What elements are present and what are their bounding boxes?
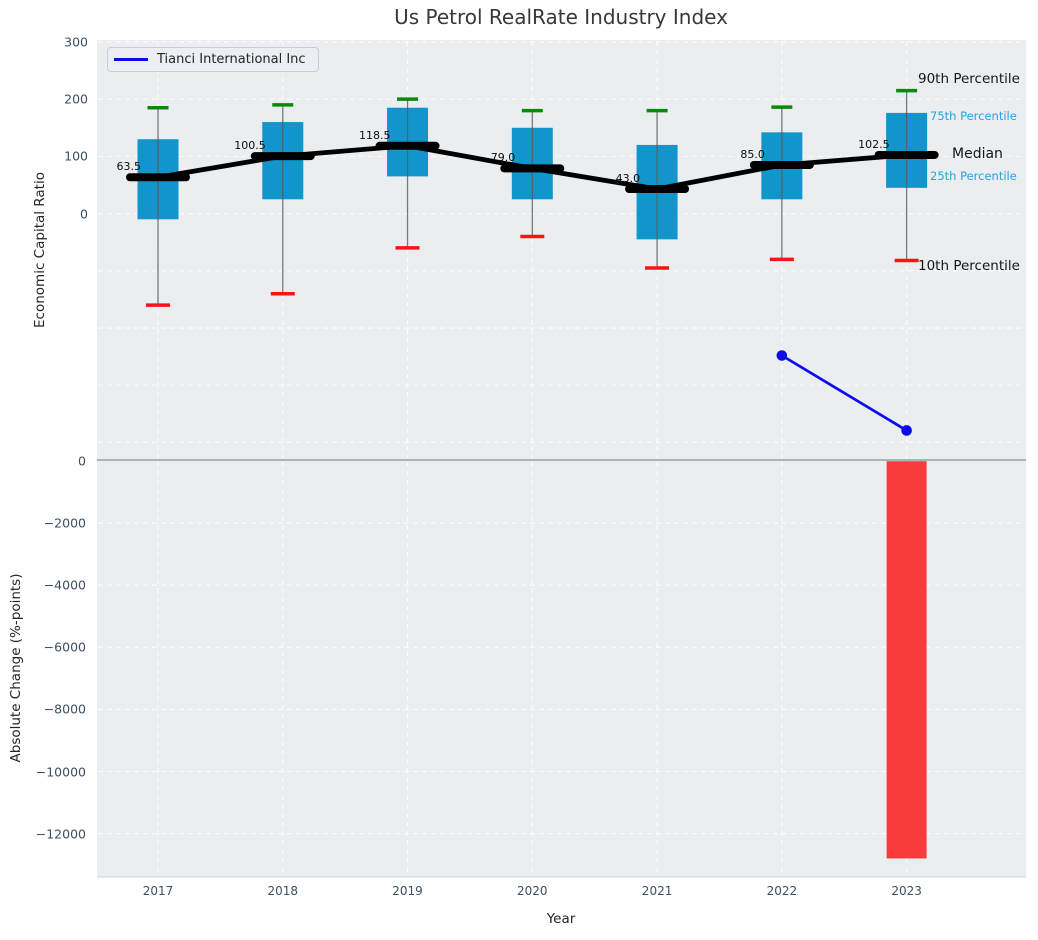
annotation-75th-percentile: 75th Percentile xyxy=(930,109,1017,123)
legend: Tianci International Inc xyxy=(107,47,319,72)
median-value-label: 85.0 xyxy=(740,147,765,161)
x-tick-label: 2023 xyxy=(891,884,922,898)
bottom-y-tick-label: −12000 xyxy=(35,826,86,842)
x-tick-label: 2018 xyxy=(267,884,299,898)
chart-title: Us Petrol RealRate Industry Index xyxy=(394,5,728,29)
x-tick-label: 2020 xyxy=(517,884,548,898)
bottom-y-tick-label: −10000 xyxy=(35,764,86,779)
annotation-median: Median xyxy=(952,146,1003,162)
legend-label: Tianci International Inc xyxy=(157,52,306,67)
x-tick-label: 2021 xyxy=(641,884,673,898)
company-point xyxy=(776,350,788,361)
x-axis-label: Year xyxy=(546,911,576,927)
top-plot-area xyxy=(97,40,1026,459)
bottom-y-tick-label: 0 xyxy=(78,453,86,469)
legend-line-sample xyxy=(114,58,148,61)
bottom-y-axis-label: Absolute Change (%-points) xyxy=(8,573,24,763)
annotation-90th-percentile: 90th Percentile xyxy=(918,71,1020,87)
top-y-axis-label: Economic Capital Ratio xyxy=(32,172,48,328)
bottom-plot-area xyxy=(97,459,1026,877)
company-line xyxy=(781,354,908,432)
bottom-y-tick-label: −8000 xyxy=(43,701,86,717)
company-point xyxy=(901,425,912,436)
median-value-label: 102.5 xyxy=(858,137,890,151)
annotation-10th-percentile: 10th Percentile xyxy=(918,258,1020,274)
annotation-25th-percentile: 25th Percentile xyxy=(930,169,1017,183)
bottom-y-tick-label: −4000 xyxy=(43,577,86,593)
x-tick-label: 2019 xyxy=(392,884,423,898)
top-y-tick-label: 200 xyxy=(64,91,88,107)
x-tick-label: 2017 xyxy=(142,884,174,898)
bottom-y-tick-label: −6000 xyxy=(43,639,86,655)
median-value-label: 100.5 xyxy=(234,139,266,153)
median-value-label: 63.5 xyxy=(116,160,142,174)
median-value-label: 79.0 xyxy=(490,151,516,165)
median-value-label: 43.0 xyxy=(615,171,641,185)
bottom-y-tick-label: −2000 xyxy=(43,515,86,531)
top-y-tick-label: 0 xyxy=(80,206,88,222)
median-value-label: 118.5 xyxy=(359,128,391,142)
top-y-tick-label: 300 xyxy=(64,34,88,50)
change-bar xyxy=(886,461,927,859)
top-y-tick-label: 100 xyxy=(64,148,88,164)
x-tick-label: 2022 xyxy=(766,884,798,898)
